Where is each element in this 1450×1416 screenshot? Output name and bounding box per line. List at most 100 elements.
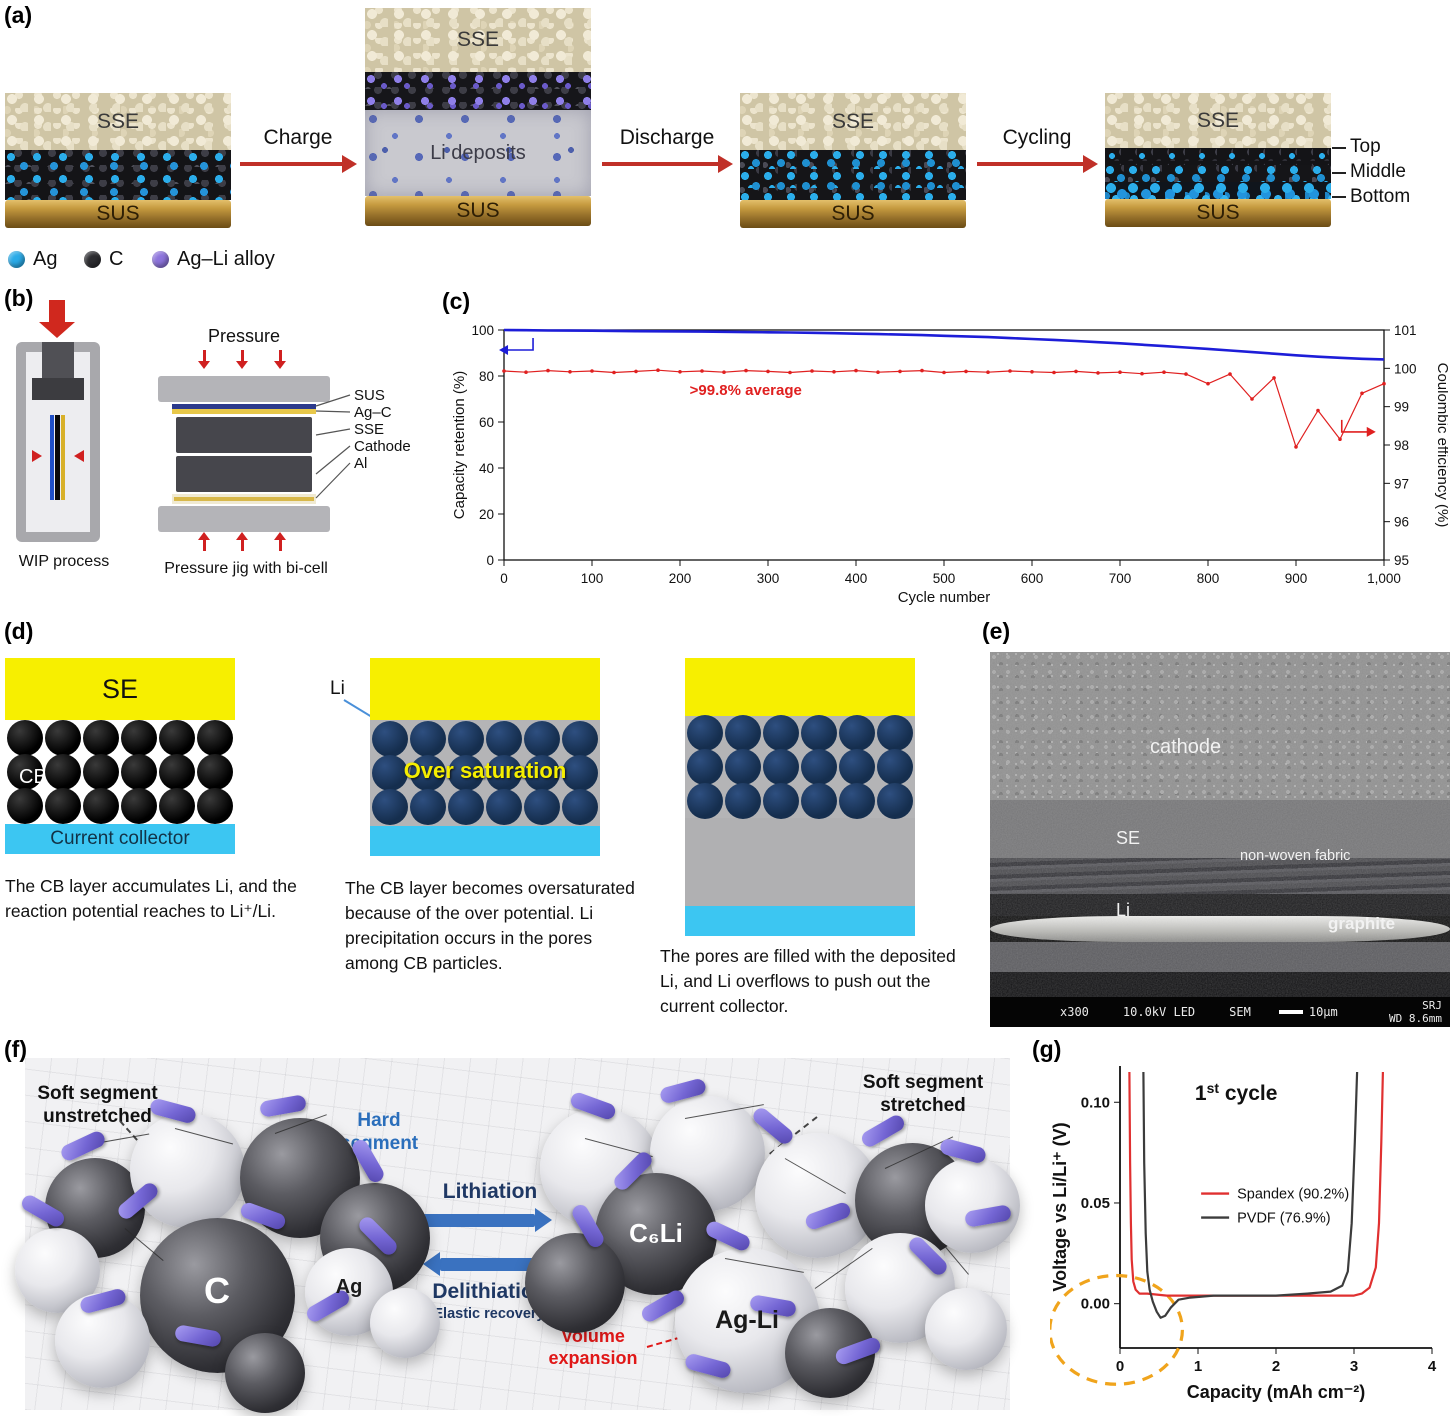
jig-layer-label-agc: Ag–C bbox=[354, 404, 392, 421]
fabric-label: non-woven fabric bbox=[1240, 848, 1351, 864]
svg-text:97: 97 bbox=[1394, 476, 1409, 491]
cb-particle bbox=[486, 789, 522, 825]
cb-particle bbox=[725, 783, 761, 819]
cb-caption-3: The pores are filled with the deposited … bbox=[660, 946, 956, 1016]
sus-layer: SUS bbox=[740, 200, 966, 228]
sus-label: SUS bbox=[831, 202, 875, 225]
cb-particle bbox=[562, 789, 598, 825]
down-arrow-icon bbox=[236, 350, 248, 369]
jig-top-plate bbox=[158, 376, 330, 402]
middle-label: Middle bbox=[1350, 161, 1406, 182]
svg-text:60: 60 bbox=[479, 415, 494, 430]
cb-particle bbox=[486, 721, 522, 757]
pressure-label: Pressure bbox=[207, 326, 281, 346]
top-leader-line bbox=[1332, 147, 1346, 149]
svg-text:80: 80 bbox=[479, 369, 494, 384]
lithiation-arrow-icon bbox=[423, 1208, 552, 1232]
svg-text:600: 600 bbox=[1021, 571, 1044, 586]
svg-text:0.10: 0.10 bbox=[1081, 1094, 1110, 1111]
agc-layer bbox=[365, 72, 591, 110]
discharge-arrow-icon bbox=[602, 155, 733, 173]
legend-item-agli: Ag–Li alloy bbox=[152, 248, 275, 271]
up-arrow-icon bbox=[198, 532, 210, 551]
cb-caption-1: The CB layer accumulates Li, and the rea… bbox=[5, 876, 297, 921]
se-label: SE bbox=[1116, 828, 1141, 848]
deposited-li-block bbox=[685, 818, 915, 906]
panel-a-label: (a) bbox=[4, 2, 33, 28]
wip-cell-foil bbox=[50, 415, 54, 500]
svg-text:PVDF (76.9%): PVDF (76.9%) bbox=[1237, 1211, 1330, 1227]
inward-arrow-icon bbox=[32, 450, 42, 462]
svg-text:700: 700 bbox=[1109, 571, 1132, 586]
lithiation-label: Lithiation bbox=[442, 1180, 538, 1203]
svg-text:1st cycle: 1st cycle bbox=[1195, 1080, 1278, 1105]
li-label: Li bbox=[1116, 900, 1131, 920]
svg-text:0: 0 bbox=[500, 571, 508, 586]
jig-bottom-plate bbox=[158, 506, 330, 532]
svg-text:Voltage vs Li/Li⁺ (V): Voltage vs Li/Li⁺ (V) bbox=[1050, 1122, 1070, 1291]
cb-particle bbox=[7, 720, 43, 756]
sphere-dark bbox=[525, 1233, 625, 1333]
svg-text:0: 0 bbox=[1116, 1358, 1124, 1375]
top-label: Top bbox=[1350, 136, 1381, 157]
sphere-dark bbox=[225, 1333, 305, 1413]
wip-piston-stem bbox=[42, 342, 74, 378]
jig-sse-block bbox=[176, 417, 312, 453]
legend-label: Ag bbox=[33, 248, 58, 270]
charge-label: Charge bbox=[263, 126, 333, 149]
cb-particle bbox=[45, 720, 81, 756]
cathode-label: cathode bbox=[1150, 736, 1222, 758]
down-arrow-icon bbox=[198, 350, 210, 369]
cb-particle bbox=[448, 721, 484, 757]
charge-arrow-icon bbox=[240, 155, 357, 173]
cycling-performance-chart: 0 100 200 300 400 500 600 700 800 900 1,000 0 20 40 60… bbox=[451, 323, 1448, 606]
elastic-recovery-label: (Elastic recovery) bbox=[428, 1306, 550, 1322]
jig-caption: Pressure jig with bi-cell bbox=[164, 560, 328, 577]
cb-particle bbox=[448, 755, 484, 791]
cb-particle bbox=[524, 721, 560, 757]
agc-top-sublayer bbox=[1105, 148, 1331, 165]
sem-image: cathode SE non-woven fabric Li graphite … bbox=[990, 652, 1450, 1027]
cb-particle bbox=[83, 754, 119, 790]
sem-working-distance: WD 8.6mm bbox=[1389, 1012, 1442, 1025]
current-collector-label: Current collector bbox=[50, 828, 190, 849]
svg-text:0.00: 0.00 bbox=[1081, 1296, 1110, 1313]
discharge-label: Discharge bbox=[619, 126, 715, 149]
agc-middle-sublayer bbox=[1105, 165, 1331, 182]
cb-particle bbox=[687, 783, 723, 819]
cb-particle bbox=[801, 749, 837, 785]
svg-text:800: 800 bbox=[1197, 571, 1220, 586]
panel-e-label: (e) bbox=[982, 618, 1011, 644]
cb-particle bbox=[197, 754, 233, 790]
panel-b-label: (b) bbox=[4, 285, 34, 311]
cb-particle bbox=[486, 755, 522, 791]
cb-particle bbox=[45, 788, 81, 824]
svg-text:2: 2 bbox=[1272, 1358, 1280, 1375]
legend-item-c: C bbox=[84, 248, 123, 271]
cb-particle bbox=[562, 721, 598, 757]
jig-al-foil bbox=[174, 497, 314, 501]
legend-label: Ag–Li alloy bbox=[177, 248, 275, 270]
jig-layer-label-al: Al bbox=[354, 455, 368, 472]
cb-particle bbox=[877, 715, 913, 751]
cb-particle bbox=[839, 715, 875, 751]
svg-text:300: 300 bbox=[757, 571, 780, 586]
cb-particle bbox=[7, 754, 43, 790]
cb-particle bbox=[121, 720, 157, 756]
svg-text:0: 0 bbox=[486, 553, 494, 568]
jig-layer-label-sus: SUS bbox=[354, 387, 385, 404]
current-collector-block: Current collector bbox=[5, 824, 235, 854]
cb-particle bbox=[410, 789, 446, 825]
battery-stack-charged: SSE Li deposits SUS bbox=[365, 8, 591, 226]
cb-particle bbox=[372, 755, 408, 791]
cb-particle bbox=[197, 720, 233, 756]
svg-text:400: 400 bbox=[845, 571, 868, 586]
sem-magnification: x300 bbox=[1060, 1005, 1089, 1019]
sphere-light bbox=[370, 1288, 440, 1358]
bottom-leader-line bbox=[1332, 196, 1346, 198]
svg-text:900: 900 bbox=[1285, 571, 1308, 586]
sse-layer: SSE bbox=[365, 8, 591, 72]
se-label: SE bbox=[101, 673, 139, 704]
cb-particle bbox=[763, 783, 799, 819]
